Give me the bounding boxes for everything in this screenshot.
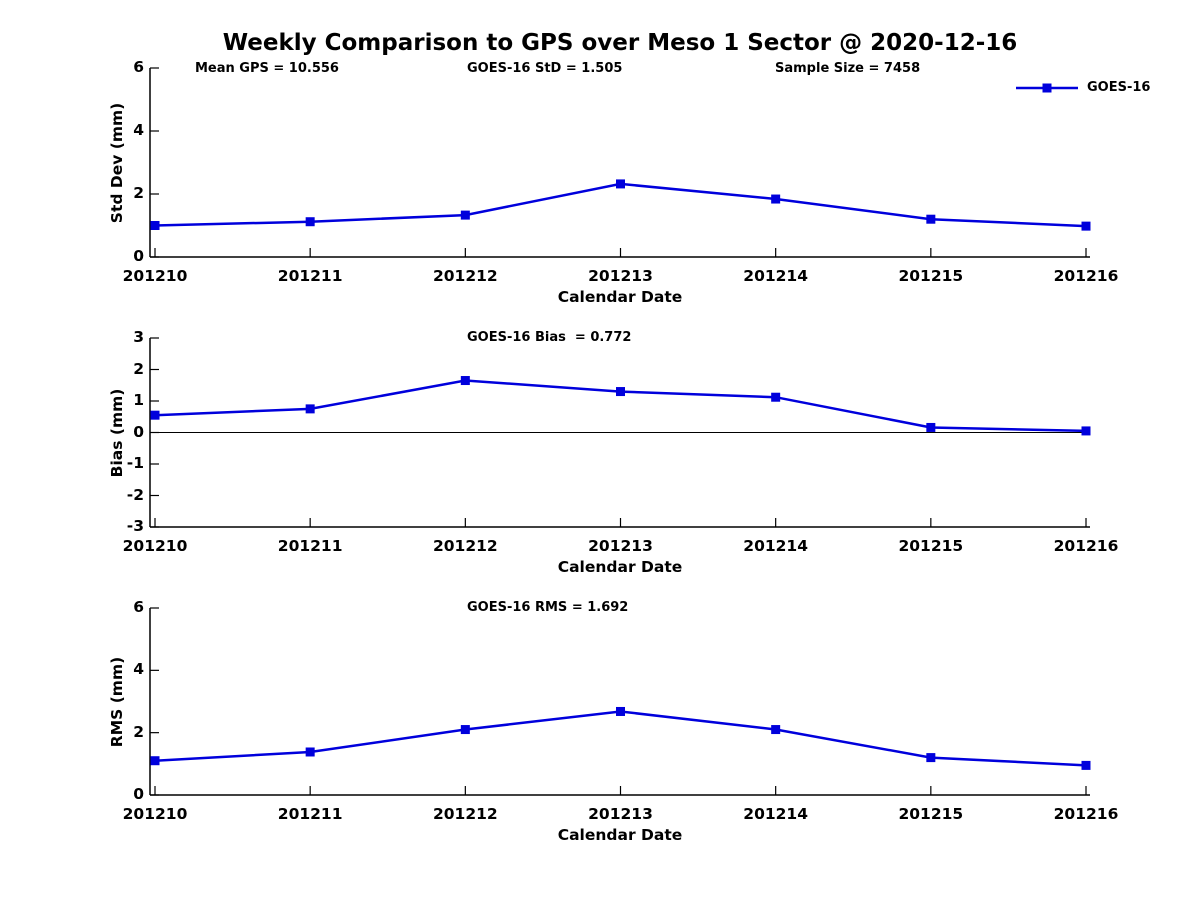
data-line	[154, 182, 1087, 228]
x-tick-label: 201210	[122, 267, 188, 285]
x-tick-label: 201215	[898, 537, 964, 555]
data-point-marker	[460, 376, 470, 386]
x-tick-label: 201216	[1053, 267, 1119, 285]
x-tick-label: 201213	[588, 805, 653, 823]
legend-marker	[1042, 83, 1052, 93]
data-point-marker	[460, 210, 470, 220]
y-tick-label: -2	[126, 485, 144, 504]
data-point-marker	[460, 725, 470, 735]
x-axis-title: Calendar Date	[557, 558, 683, 576]
data-point-marker	[616, 706, 625, 716]
y-tick-label: 2	[133, 184, 144, 202]
data-point-marker	[305, 404, 315, 414]
x-tick-label: 201212	[432, 537, 498, 555]
data-point-marker	[150, 756, 160, 766]
x-tick-label: 201211	[277, 537, 343, 555]
y-axis-title: RMS (mm)	[108, 656, 126, 747]
x-tick-label: 201211	[277, 805, 343, 823]
chart-annotation: GOES-16 RMS = 1.692	[467, 600, 629, 615]
y-tick-label: 3	[133, 328, 144, 346]
data-line	[154, 710, 1087, 767]
data-point-marker	[616, 179, 625, 189]
x-tick-label: 201212	[432, 805, 498, 823]
y-tick-label: 4	[133, 121, 144, 139]
data-point-marker	[305, 217, 315, 227]
x-tick-label: 201212	[432, 267, 498, 285]
chart-annotation: GOES-16 StD = 1.505	[467, 61, 623, 76]
y-tick-label: 0	[133, 785, 144, 803]
y-axis-title: Bias (mm)	[108, 388, 126, 477]
data-point-marker	[1081, 426, 1091, 436]
data-point-marker	[771, 194, 781, 204]
figure-title: Weekly Comparison to GPS over Meso 1 Sec…	[222, 30, 1018, 56]
y-tick-label: 2	[133, 722, 144, 741]
x-tick-label: 201216	[1053, 537, 1119, 555]
y-tick-label: 0	[133, 247, 144, 265]
x-tick-label: 201211	[277, 267, 343, 285]
x-tick-label: 201214	[743, 805, 809, 823]
chart-annotation: Mean GPS = 10.556	[195, 61, 339, 76]
data-point-marker	[305, 747, 315, 757]
x-tick-label: 201214	[743, 537, 809, 555]
data-point-marker	[926, 214, 936, 224]
data-point-marker	[926, 753, 936, 763]
x-tick-label: 201213	[588, 267, 653, 285]
y-axis-title: Std Dev (mm)	[108, 102, 126, 223]
y-tick-label: -1	[126, 454, 144, 472]
data-point-marker	[616, 387, 625, 397]
y-tick-label: 1	[133, 391, 144, 409]
data-point-marker	[150, 221, 160, 230]
x-axis-title: Calendar Date	[557, 288, 683, 306]
y-tick-label: 0	[133, 422, 144, 441]
y-tick-label: 4	[133, 660, 144, 679]
chart-annotation: Sample Size = 7458	[775, 61, 921, 76]
data-point-marker	[1081, 760, 1091, 770]
legend-label: GOES-16	[1087, 80, 1151, 95]
x-axis-title: Calendar Date	[557, 826, 683, 844]
x-tick-label: 201215	[898, 267, 964, 285]
chart-annotation: GOES-16 Bias = 0.772	[467, 330, 632, 345]
data-point-marker	[150, 410, 160, 420]
x-tick-label: 201214	[743, 267, 809, 285]
x-tick-label: 201213	[588, 537, 653, 555]
x-tick-label: 201210	[122, 537, 188, 555]
x-tick-label: 201216	[1053, 805, 1119, 823]
x-tick-label: 201215	[898, 805, 964, 823]
y-tick-label: 2	[133, 359, 144, 378]
y-tick-label: 6	[133, 598, 144, 616]
y-tick-label: 6	[133, 58, 144, 76]
data-point-marker	[771, 392, 781, 402]
data-point-marker	[1081, 221, 1091, 231]
data-point-marker	[926, 422, 936, 432]
data-point-marker	[771, 725, 781, 735]
y-tick-label: -3	[126, 517, 144, 535]
x-tick-label: 201210	[122, 805, 188, 823]
